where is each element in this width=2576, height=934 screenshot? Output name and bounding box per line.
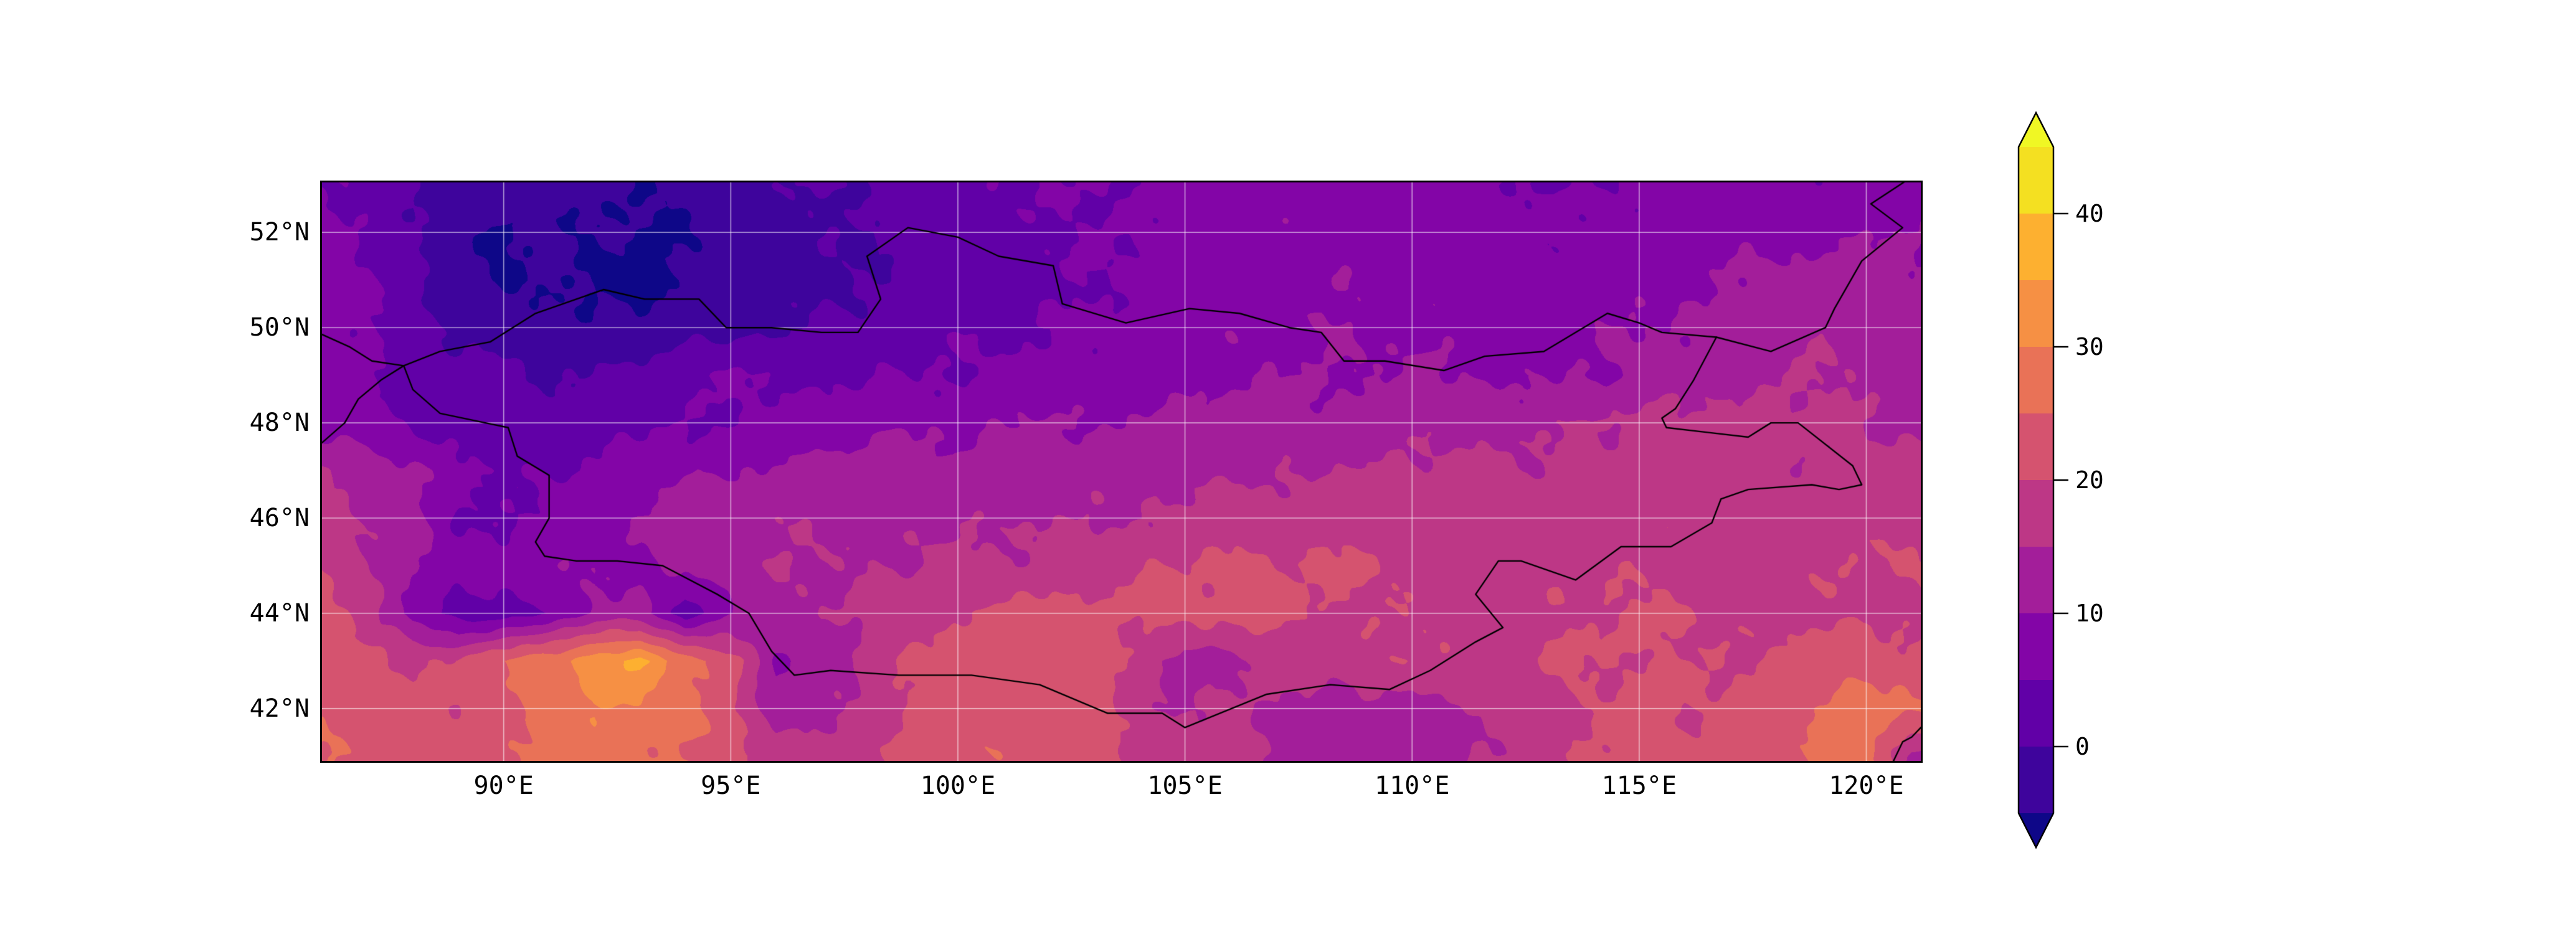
colorbar-tick-label: 0	[2075, 733, 2090, 760]
x-tick-label: 90°E	[473, 771, 534, 800]
colorbar-tick-label: 40	[2075, 200, 2104, 227]
y-tick-label: 48°N	[249, 408, 310, 438]
x-tick-label: 110°E	[1375, 771, 1450, 800]
map-frame	[320, 181, 1923, 763]
x-tick-label: 100°E	[920, 771, 996, 800]
colorbar-segment	[2019, 413, 2053, 480]
colorbar-segment	[2019, 347, 2053, 413]
x-tick-label: 95°E	[701, 771, 761, 800]
y-tick-label: 42°N	[249, 694, 310, 723]
y-tick-label: 46°N	[249, 504, 310, 533]
colorbar-segment	[2019, 214, 2053, 280]
colorbar-segment	[2019, 147, 2053, 214]
y-tick-label: 50°N	[249, 313, 310, 342]
colorbar: 40 30 20 10 0	[2017, 111, 2104, 849]
colorbar-segment	[2019, 680, 2053, 747]
x-tick-label: 115°E	[1601, 771, 1677, 800]
x-tick-label: 120°E	[1829, 771, 1904, 800]
colorbar-extend-under	[2019, 813, 2053, 847]
colorbar-segment	[2019, 747, 2053, 813]
colorbar-tick-label: 30	[2075, 333, 2104, 361]
colorbar-segment	[2019, 480, 2053, 547]
colorbar-segment	[2019, 613, 2053, 680]
y-tick-label: 52°N	[249, 218, 310, 247]
colorbar-extend-over	[2019, 113, 2053, 147]
colorbar-segment	[2019, 280, 2053, 347]
y-tick-label: 44°N	[249, 598, 310, 628]
x-tick-label: 105°E	[1147, 771, 1223, 800]
colorbar-tick-label: 10	[2075, 600, 2104, 627]
colorbar-tick-label: 20	[2075, 466, 2104, 494]
colorbar-outline	[2017, 111, 2055, 849]
colorbar-segment	[2019, 547, 2053, 613]
temperature-field-canvas	[322, 182, 1921, 761]
